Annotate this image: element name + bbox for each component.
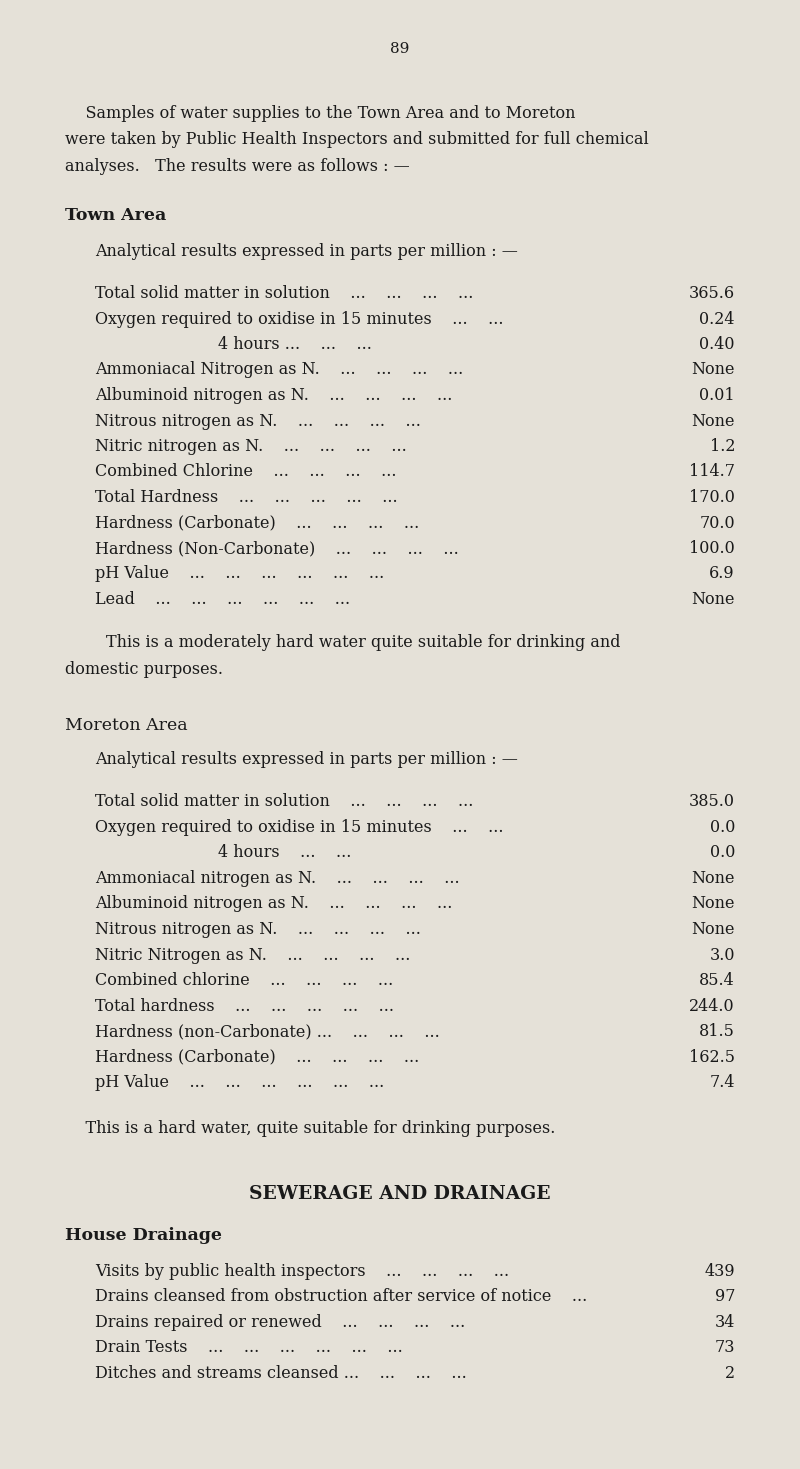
Text: Combined chlorine    ...    ...    ...    ...: Combined chlorine ... ... ... ... [95, 972, 394, 989]
Text: Drains cleansed from obstruction after service of notice    ...: Drains cleansed from obstruction after s… [95, 1288, 587, 1304]
Text: 4 hours ...    ...    ...: 4 hours ... ... ... [95, 336, 372, 353]
Text: Total solid matter in solution    ...    ...    ...    ...: Total solid matter in solution ... ... .… [95, 285, 474, 303]
Text: 3.0: 3.0 [710, 946, 735, 964]
Text: Total Hardness    ...    ...    ...    ...    ...: Total Hardness ... ... ... ... ... [95, 489, 398, 505]
Text: Hardness (Carbonate)    ...    ...    ...    ...: Hardness (Carbonate) ... ... ... ... [95, 514, 419, 532]
Text: SEWERAGE AND DRAINAGE: SEWERAGE AND DRAINAGE [249, 1184, 551, 1203]
Text: Drain Tests    ...    ...    ...    ...    ...    ...: Drain Tests ... ... ... ... ... ... [95, 1340, 402, 1356]
Text: 97: 97 [714, 1288, 735, 1304]
Text: 0.01: 0.01 [699, 386, 735, 404]
Text: This is a moderately hard water quite suitable for drinking and: This is a moderately hard water quite su… [65, 635, 621, 651]
Text: Ammoniacal Nitrogen as N.    ...    ...    ...    ...: Ammoniacal Nitrogen as N. ... ... ... ..… [95, 361, 463, 379]
Text: Nitrous nitrogen as N.    ...    ...    ...    ...: Nitrous nitrogen as N. ... ... ... ... [95, 921, 421, 939]
Text: Nitric Nitrogen as N.    ...    ...    ...    ...: Nitric Nitrogen as N. ... ... ... ... [95, 946, 410, 964]
Text: 439: 439 [704, 1262, 735, 1279]
Text: 0.0: 0.0 [710, 845, 735, 861]
Text: 365.6: 365.6 [689, 285, 735, 303]
Text: 100.0: 100.0 [690, 541, 735, 557]
Text: 1.2: 1.2 [710, 438, 735, 455]
Text: 0.40: 0.40 [699, 336, 735, 353]
Text: were taken by Public Health Inspectors and submitted for full chemical: were taken by Public Health Inspectors a… [65, 132, 649, 148]
Text: Visits by public health inspectors    ...    ...    ...    ...: Visits by public health inspectors ... .… [95, 1262, 509, 1279]
Text: Samples of water supplies to the Town Area and to Moreton: Samples of water supplies to the Town Ar… [65, 104, 575, 122]
Text: 162.5: 162.5 [689, 1049, 735, 1065]
Text: Hardness (non-Carbonate) ...    ...    ...    ...: Hardness (non-Carbonate) ... ... ... ... [95, 1022, 440, 1040]
Text: pH Value    ...    ...    ...    ...    ...    ...: pH Value ... ... ... ... ... ... [95, 1074, 384, 1091]
Text: Nitrous nitrogen as N.    ...    ...    ...    ...: Nitrous nitrogen as N. ... ... ... ... [95, 413, 421, 429]
Text: 2: 2 [725, 1365, 735, 1381]
Text: This is a hard water, quite suitable for drinking purposes.: This is a hard water, quite suitable for… [65, 1119, 555, 1137]
Text: Ammoniacal nitrogen as N.    ...    ...    ...    ...: Ammoniacal nitrogen as N. ... ... ... ..… [95, 870, 460, 887]
Text: 170.0: 170.0 [689, 489, 735, 505]
Text: None: None [691, 591, 735, 608]
Text: 81.5: 81.5 [699, 1022, 735, 1040]
Text: 114.7: 114.7 [689, 464, 735, 480]
Text: domestic purposes.: domestic purposes. [65, 661, 223, 679]
Text: Combined Chlorine    ...    ...    ...    ...: Combined Chlorine ... ... ... ... [95, 464, 397, 480]
Text: Albuminoid nitrogen as N.    ...    ...    ...    ...: Albuminoid nitrogen as N. ... ... ... ..… [95, 896, 452, 912]
Text: Hardness (Non-Carbonate)    ...    ...    ...    ...: Hardness (Non-Carbonate) ... ... ... ... [95, 541, 458, 557]
Text: Analytical results expressed in parts per million : —: Analytical results expressed in parts pe… [95, 242, 518, 260]
Text: 7.4: 7.4 [710, 1074, 735, 1091]
Text: Lead    ...    ...    ...    ...    ...    ...: Lead ... ... ... ... ... ... [95, 591, 350, 608]
Text: None: None [691, 413, 735, 429]
Text: None: None [691, 896, 735, 912]
Text: analyses.   The results were as follows : —: analyses. The results were as follows : … [65, 159, 410, 175]
Text: 385.0: 385.0 [689, 793, 735, 811]
Text: None: None [691, 870, 735, 887]
Text: 0.0: 0.0 [710, 820, 735, 836]
Text: Moreton Area: Moreton Area [65, 717, 188, 734]
Text: 70.0: 70.0 [699, 514, 735, 532]
Text: Oxygen required to oxidise in 15 minutes    ...    ...: Oxygen required to oxidise in 15 minutes… [95, 310, 503, 328]
Text: Ditches and streams cleansed ...    ...    ...    ...: Ditches and streams cleansed ... ... ...… [95, 1365, 466, 1381]
Text: 85.4: 85.4 [699, 972, 735, 989]
Text: Town Area: Town Area [65, 207, 166, 223]
Text: Analytical results expressed in parts per million : —: Analytical results expressed in parts pe… [95, 752, 518, 768]
Text: Total hardness    ...    ...    ...    ...    ...: Total hardness ... ... ... ... ... [95, 997, 394, 1015]
Text: 34: 34 [714, 1313, 735, 1331]
Text: Oxygen required to oxidise in 15 minutes    ...    ...: Oxygen required to oxidise in 15 minutes… [95, 820, 503, 836]
Text: pH Value    ...    ...    ...    ...    ...    ...: pH Value ... ... ... ... ... ... [95, 566, 384, 583]
Text: House Drainage: House Drainage [65, 1227, 222, 1243]
Text: 6.9: 6.9 [710, 566, 735, 583]
Text: Drains repaired or renewed    ...    ...    ...    ...: Drains repaired or renewed ... ... ... .… [95, 1313, 466, 1331]
Text: 73: 73 [714, 1340, 735, 1356]
Text: Nitric nitrogen as N.    ...    ...    ...    ...: Nitric nitrogen as N. ... ... ... ... [95, 438, 406, 455]
Text: 244.0: 244.0 [690, 997, 735, 1015]
Text: 4 hours    ...    ...: 4 hours ... ... [95, 845, 351, 861]
Text: Albuminoid nitrogen as N.    ...    ...    ...    ...: Albuminoid nitrogen as N. ... ... ... ..… [95, 386, 452, 404]
Text: None: None [691, 921, 735, 939]
Text: Total solid matter in solution    ...    ...    ...    ...: Total solid matter in solution ... ... .… [95, 793, 474, 811]
Text: Hardness (Carbonate)    ...    ...    ...    ...: Hardness (Carbonate) ... ... ... ... [95, 1049, 419, 1065]
Text: 0.24: 0.24 [699, 310, 735, 328]
Text: None: None [691, 361, 735, 379]
Text: 89: 89 [390, 43, 410, 56]
